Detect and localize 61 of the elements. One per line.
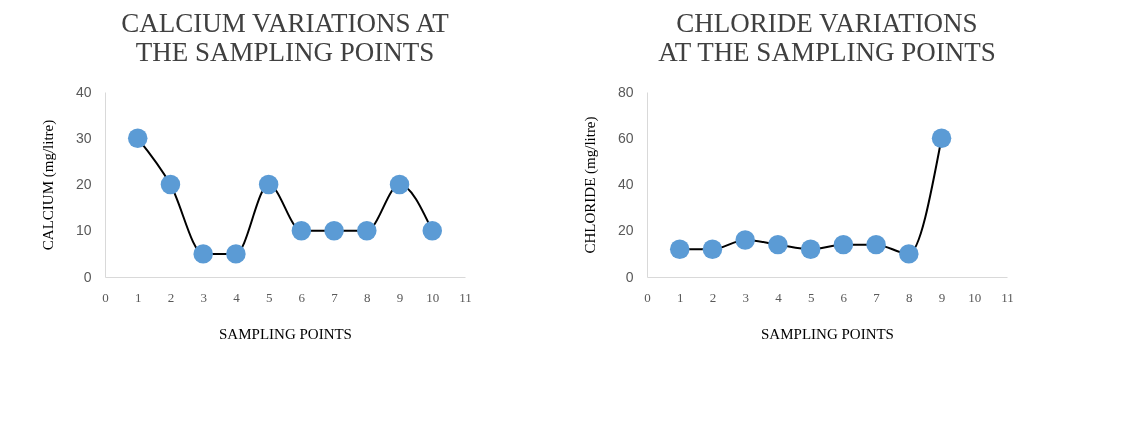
point	[324, 221, 344, 241]
x-tick-label: 0	[644, 289, 651, 305]
y-tick-label: 0	[83, 268, 92, 285]
x-tick-label: 4	[233, 289, 241, 305]
y-tick-label: 40	[75, 83, 92, 100]
y-tick-label: 0	[625, 268, 634, 285]
point	[357, 221, 377, 241]
x-tick-label: 8	[364, 289, 371, 305]
y-tick-label: 40	[617, 176, 634, 192]
x-tick-label: 6	[840, 289, 848, 305]
x-tick-label: 10	[968, 289, 982, 305]
point	[833, 234, 854, 255]
point	[768, 234, 788, 255]
x-tick-label: 6	[298, 289, 306, 305]
x-tick-label: 2	[709, 289, 717, 305]
y-tick-label: 80	[617, 83, 634, 100]
point	[193, 244, 213, 264]
x-tick-label: 5	[807, 289, 815, 305]
point	[899, 244, 919, 264]
y-tick-label: 20	[617, 222, 634, 239]
point	[291, 221, 312, 241]
x-tick-label: 3	[200, 289, 207, 305]
x-tick-label: 2	[167, 289, 175, 305]
y-tick-label: 10	[75, 222, 92, 239]
x-tick-label: 10	[426, 289, 440, 305]
y-tick-label: 30	[75, 129, 92, 146]
point	[800, 239, 821, 259]
point	[866, 234, 886, 255]
text: CALCIUM VARIATIONS AT	[121, 8, 449, 38]
point	[226, 244, 246, 264]
x-tick-label: 1	[676, 289, 684, 305]
point	[127, 128, 148, 148]
x-tick-label: 11	[459, 289, 472, 305]
x-tick-label: 4	[775, 289, 783, 305]
point	[422, 221, 443, 241]
point	[389, 174, 410, 195]
x-tick-label: 5	[265, 289, 273, 305]
x-axis-title: SAMPLING POINTS	[219, 325, 352, 342]
y-axis-title: CALCIUM (mg/litre)	[39, 119, 57, 251]
text: THE SAMPLING POINTS	[135, 37, 435, 67]
x-tick-label: 9	[938, 289, 946, 305]
x-tick-label: 0	[102, 289, 109, 305]
text: AT THE SAMPLING POINTS	[658, 37, 996, 67]
x-tick-label: 1	[134, 289, 142, 305]
point	[669, 239, 690, 259]
x-tick-label: 7	[873, 289, 881, 305]
x-tick-label: 9	[396, 289, 404, 305]
y-axis-title: CHLORIDE (mg/litre)	[581, 116, 599, 254]
point	[160, 174, 181, 195]
x-tick-label: 3	[742, 289, 749, 305]
x-axis-title: SAMPLING POINTS	[761, 325, 894, 342]
point	[702, 239, 723, 259]
point	[258, 174, 279, 195]
y-tick-label: 60	[617, 129, 634, 146]
x-tick-label: 8	[906, 289, 913, 305]
x-tick-label: 11	[1001, 289, 1014, 305]
x-tick-label: 7	[331, 289, 339, 305]
y-tick-label: 20	[75, 176, 92, 192]
point	[735, 230, 755, 250]
point	[931, 128, 952, 148]
text: CHLORIDE VARIATIONS	[676, 8, 978, 38]
